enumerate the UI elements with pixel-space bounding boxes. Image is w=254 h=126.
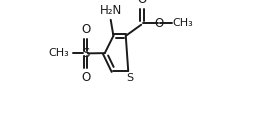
Text: S: S	[82, 47, 89, 60]
Text: H₂N: H₂N	[100, 4, 122, 17]
Text: O: O	[154, 17, 164, 30]
Text: O: O	[81, 71, 90, 84]
Text: O: O	[81, 23, 90, 36]
Text: S: S	[126, 73, 134, 84]
Text: CH₃: CH₃	[173, 19, 194, 28]
Text: O: O	[137, 0, 147, 6]
Text: CH₃: CH₃	[49, 48, 70, 58]
